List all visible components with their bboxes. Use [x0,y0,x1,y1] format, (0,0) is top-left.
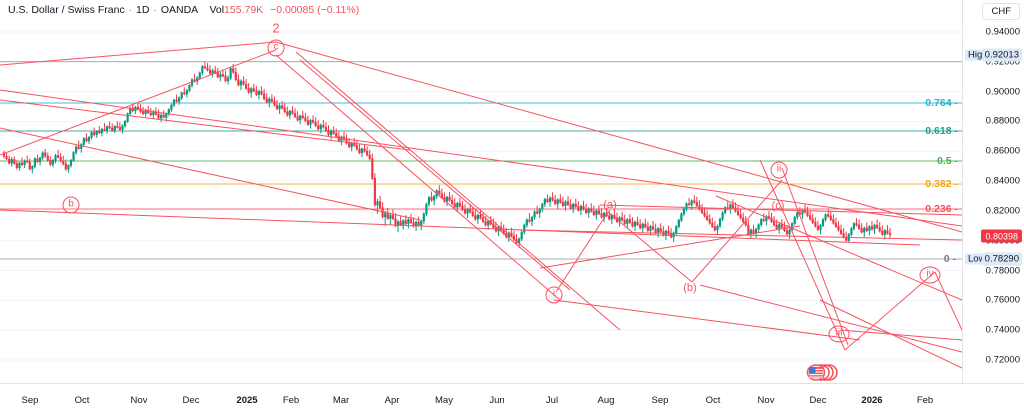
time-tick: Jun [489,395,505,406]
wave-label[interactable]: c [267,39,285,57]
wave-label[interactable]: 2 [272,20,280,36]
time-tick: Nov [757,395,775,406]
wave-label[interactable]: (a) [603,199,617,211]
currency-badge: CHF [982,3,1020,20]
time-tick: Feb [916,395,934,406]
price-tick: 0.78000 [985,265,1020,277]
wave-label[interactable]: (b) [683,282,697,294]
time-tick: Oct [74,395,90,406]
time-tick: Dec [809,395,827,406]
high-label: High [965,49,991,61]
time-tick: Sep [651,395,669,406]
time-tick: Feb [282,395,300,406]
time-tick: Oct [705,395,721,406]
time-tick: Jul [545,395,559,406]
time-tick: 2025 [236,395,258,406]
price-tick: 0.94000 [985,26,1020,38]
fib-level-label[interactable]: 0.618 - [925,125,958,137]
time-tick: Mar [332,395,350,406]
time-tick: Dec [182,395,200,406]
chart-plot-area[interactable] [0,20,962,383]
high-value-badge: 0.92013 [981,48,1022,62]
fib-level-label[interactable]: 0.5 - [936,155,958,167]
legend-change: −0.00085 (−0.11%) [270,4,360,16]
legend-sep-2: · [153,4,157,16]
us-flag-event-icon[interactable] [805,364,839,387]
price-tick: 0.72000 [985,354,1020,366]
legend-exchange[interactable]: OANDA [160,4,198,16]
legend-symbol[interactable]: U.S. Dollar / Swiss Franc [8,4,125,16]
legend-interval[interactable]: 1D [136,4,150,16]
wave-label[interactable]: i [545,286,563,304]
price-tick: 0.88000 [985,115,1020,127]
fib-level-label[interactable]: 0.764 - [925,97,958,109]
low-label: Low [965,253,989,265]
wave-label[interactable]: iv [919,266,941,284]
price-tick: 0.86000 [985,145,1020,157]
time-tick: May [435,395,453,406]
price-tick: 0.92000 [985,56,1020,68]
wave-label[interactable]: b [62,196,80,214]
price-tick: 0.82000 [985,205,1020,217]
price-axis[interactable]: CHF 0.94000 0.92000 0.90000 0.88000 0.86000 0… [962,0,1024,383]
wave-label[interactable]: iii [828,325,850,343]
fib-level-label[interactable]: 0.236 - [925,203,958,215]
time-tick: 2026 [861,395,883,406]
price-tick: 0.90000 [985,86,1020,98]
time-tick: Aug [597,395,615,406]
fib-level-label[interactable]: 0 - [943,253,956,265]
legend-sep-1: · [128,4,133,16]
time-tick: Nov [130,395,148,406]
legend-volume-label: Vol [209,4,225,16]
chart-legend[interactable]: U.S. Dollar / Swiss Franc · 1D · OANDA V… [8,4,359,16]
wave-label[interactable]: (c) [771,200,785,212]
chart-canvas [0,31,962,369]
wave-label[interactable]: ii [770,161,788,179]
time-tick: Apr [384,395,400,406]
price-tick: 0.84000 [985,175,1020,187]
price-tick: 0.74000 [985,324,1020,336]
time-tick: Sep [21,395,39,406]
last-price-badge[interactable]: 0.80398 [981,229,1022,243]
fib-level-label[interactable]: 0.382 - [925,178,958,190]
low-value-badge: 0.78290 [981,252,1022,266]
price-tick: 0.76000 [985,294,1020,306]
time-axis[interactable]: Sep Oct Nov Dec 2025 Feb Mar Apr May Jun Jul Aug Sep… [0,383,1024,418]
legend-volume-value: 155.79K [224,4,264,16]
